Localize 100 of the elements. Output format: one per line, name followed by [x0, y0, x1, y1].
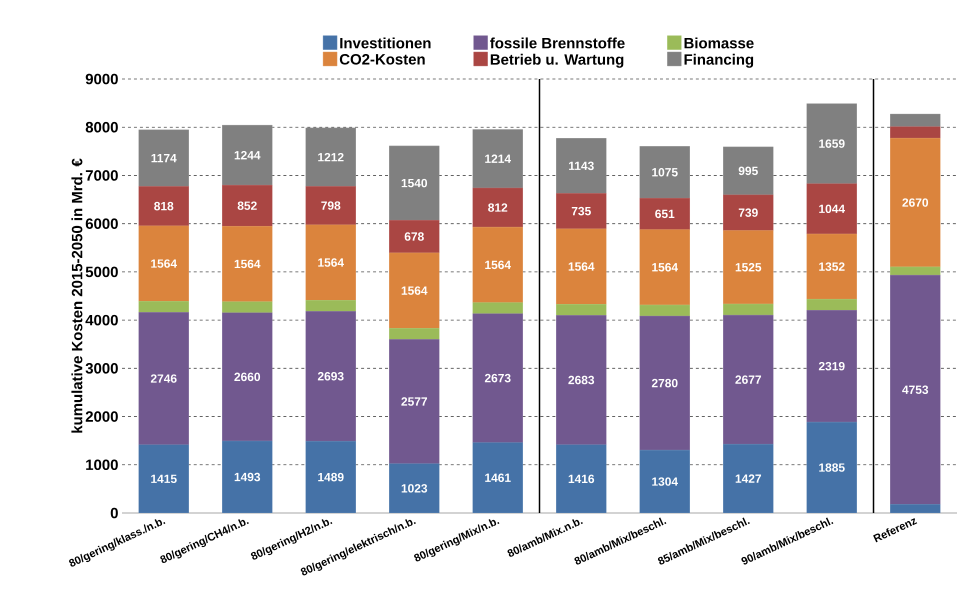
bar: [556, 304, 606, 316]
bar: [306, 440, 356, 513]
data-label: 2670: [902, 198, 928, 207]
data-label: 1214: [485, 154, 511, 163]
data-label: 4753: [902, 385, 928, 394]
data-label: 1212: [318, 152, 344, 162]
data-label: 2780: [652, 378, 678, 388]
data-label: 2683: [568, 376, 594, 384]
data-label: 1304: [652, 477, 678, 486]
bar: [222, 312, 272, 442]
data-label: 2693: [318, 372, 344, 381]
data-label: 2677: [735, 375, 762, 384]
data-label: 2660: [234, 372, 260, 382]
data-label: 1352: [819, 262, 845, 271]
data-label: 1564: [485, 260, 511, 270]
y-tick-label: 8000: [86, 122, 118, 133]
bar: [640, 304, 690, 316]
data-label: 852: [238, 201, 257, 210]
bar: [389, 252, 440, 329]
bar: [138, 444, 189, 513]
bar: [138, 301, 189, 313]
data-label: 1044: [819, 204, 845, 214]
y-tick-label: 5000: [86, 266, 118, 278]
data-label: 1564: [402, 286, 428, 295]
bar: [222, 124, 272, 186]
data-label: 1564: [318, 258, 344, 267]
bar: [222, 301, 272, 313]
bar: [306, 300, 356, 312]
bar: [138, 130, 189, 187]
bar: [138, 226, 189, 302]
bar: [389, 339, 440, 464]
bar: [890, 274, 940, 505]
y-tick-label: 6000: [86, 218, 118, 229]
data-label: 1075: [652, 168, 678, 176]
data-label: 1493: [234, 472, 260, 482]
legend-label: Investitionen: [340, 37, 431, 48]
bar: [138, 186, 189, 226]
legend-label: Financing: [684, 54, 754, 68]
y-tick-label: 7000: [86, 170, 118, 181]
bar: [472, 226, 523, 303]
data-label: 1564: [568, 262, 594, 271]
bar: [640, 316, 690, 450]
bar: [306, 224, 356, 300]
bar: [556, 315, 606, 445]
data-label: 1525: [736, 263, 762, 272]
data-label: 1659: [819, 139, 845, 148]
legend-label: Betrieb u. Wartung: [490, 54, 624, 68]
data-label: 1174: [152, 154, 177, 162]
data-label: 2673: [484, 374, 511, 382]
data-label: 678: [404, 232, 424, 241]
data-label: 818: [154, 202, 174, 210]
bar: [222, 226, 272, 302]
data-label: 1885: [819, 463, 845, 472]
data-label: 1564: [652, 263, 678, 272]
bar: [723, 304, 774, 316]
y-tick-label: 1000: [86, 459, 118, 470]
y-tick-label: 3000: [86, 363, 118, 374]
bar: [723, 230, 774, 304]
y-tick-label: 2000: [86, 411, 118, 422]
bar: [640, 229, 690, 306]
bar: [306, 311, 356, 442]
data-label: 1023: [402, 484, 428, 493]
bar: [890, 126, 940, 138]
bar: [389, 328, 440, 340]
data-label: 1461: [485, 474, 511, 482]
bar: [806, 234, 857, 300]
data-label: 1540: [402, 178, 428, 188]
bar: [306, 186, 356, 226]
bar: [640, 450, 690, 513]
data-label: 1564: [234, 260, 260, 268]
bar: [556, 444, 606, 513]
data-label: 2746: [150, 374, 177, 383]
data-label: 812: [488, 203, 508, 212]
data-label: 1143: [569, 162, 594, 170]
bar: [640, 146, 690, 198]
bar: [389, 463, 440, 513]
legend-label: fossile Brennstoffe: [490, 37, 625, 48]
bar: [556, 138, 606, 194]
bar: [556, 193, 606, 230]
bar: [806, 298, 857, 310]
data-label: 1416: [568, 474, 594, 484]
bar: [806, 103, 857, 184]
bar: [723, 194, 774, 231]
bar: [806, 183, 857, 234]
bar: [389, 220, 440, 254]
bar: [556, 228, 606, 304]
bar: [890, 114, 940, 127]
data-label: 1489: [318, 472, 344, 482]
data-label: 651: [655, 210, 674, 218]
data-label: 798: [321, 201, 340, 210]
y-tick-label: 0: [110, 508, 118, 518]
bar: [472, 313, 523, 443]
data-label: 735: [572, 206, 591, 216]
bar: [222, 184, 272, 226]
data-label: 739: [738, 208, 758, 217]
bar: [472, 188, 523, 228]
data-label: 995: [738, 166, 758, 176]
data-label: 1415: [151, 474, 177, 484]
y-tick-label: 4000: [85, 314, 118, 326]
bar: [890, 504, 940, 513]
